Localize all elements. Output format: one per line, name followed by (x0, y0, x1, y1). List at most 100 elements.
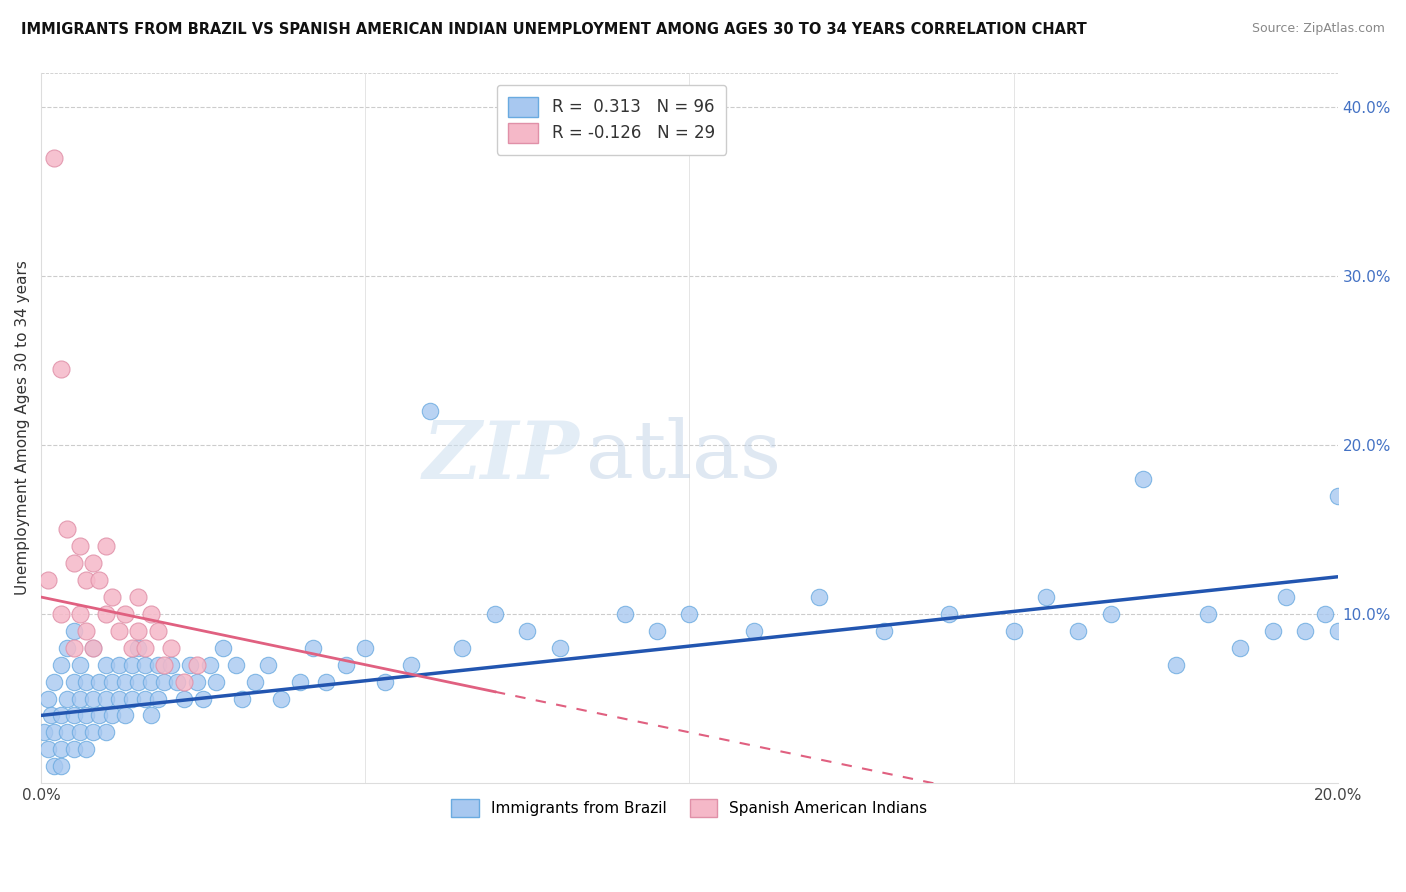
Point (108, 691, 131, 706)
Point (270, 691, 292, 706)
Point (37, 573, 59, 587)
Point (114, 607, 136, 621)
Point (873, 624, 896, 638)
Point (49, 708, 72, 723)
Point (76, 708, 98, 723)
Point (121, 657, 143, 672)
Point (127, 624, 149, 638)
Point (114, 674, 136, 689)
Point (141, 674, 163, 689)
Point (166, 674, 188, 689)
Point (89, 708, 111, 723)
Point (49, 657, 72, 672)
Point (938, 607, 960, 621)
Point (1197, 607, 1219, 621)
Point (82, 640, 104, 655)
Point (108, 624, 131, 638)
Point (1067, 624, 1090, 638)
Point (548, 640, 571, 655)
Point (419, 404, 441, 418)
Point (742, 624, 765, 638)
Point (94, 691, 117, 706)
Point (1313, 607, 1336, 621)
Point (335, 657, 357, 672)
Point (1294, 624, 1316, 638)
Point (484, 607, 506, 621)
Point (89, 674, 111, 689)
Text: IMMIGRANTS FROM BRAZIL VS SPANISH AMERICAN INDIAN UNEMPLOYMENT AMONG AGES 30 TO : IMMIGRANTS FROM BRAZIL VS SPANISH AMERIC… (21, 22, 1087, 37)
Text: atlas: atlas (586, 417, 780, 495)
Point (101, 590, 124, 604)
Point (39, 708, 62, 723)
Point (76, 742, 98, 756)
Point (94, 540, 117, 554)
Point (42, 725, 65, 739)
Point (69, 725, 91, 739)
Point (257, 657, 280, 672)
Point (42, 674, 65, 689)
Point (146, 624, 169, 638)
Point (290, 674, 312, 689)
Point (82, 725, 104, 739)
Point (186, 674, 208, 689)
Point (94, 607, 117, 621)
Point (141, 607, 163, 621)
Point (82, 691, 104, 706)
Point (1261, 624, 1284, 638)
Point (211, 640, 233, 655)
Point (516, 624, 538, 638)
Point (231, 691, 253, 706)
Point (374, 674, 396, 689)
Legend: Immigrants from Brazil, Spanish American Indians: Immigrants from Brazil, Spanish American… (444, 791, 935, 825)
Point (1229, 640, 1251, 655)
Point (121, 691, 143, 706)
Point (243, 674, 266, 689)
Point (69, 540, 91, 554)
Point (146, 657, 169, 672)
Point (153, 674, 176, 689)
Point (205, 674, 228, 689)
Point (114, 708, 136, 723)
Point (76, 674, 98, 689)
Text: Source: ZipAtlas.com: Source: ZipAtlas.com (1251, 22, 1385, 36)
Point (37, 742, 59, 756)
Point (76, 573, 98, 587)
Point (94, 725, 117, 739)
Text: ZIP: ZIP (422, 417, 579, 495)
Point (49, 742, 72, 756)
Point (678, 607, 700, 621)
Point (315, 674, 337, 689)
Point (62, 742, 84, 756)
Point (1035, 590, 1057, 604)
Point (62, 708, 84, 723)
Point (82, 556, 104, 570)
Point (179, 657, 201, 672)
Point (127, 640, 149, 655)
Point (89, 573, 111, 587)
Point (108, 657, 131, 672)
Point (101, 708, 124, 723)
Point (62, 624, 84, 638)
Point (56, 640, 79, 655)
Point (94, 657, 117, 672)
Point (62, 674, 84, 689)
Point (101, 674, 124, 689)
Point (1326, 489, 1348, 503)
Point (354, 640, 377, 655)
Point (193, 691, 215, 706)
Point (76, 624, 98, 638)
Point (42, 151, 65, 165)
Point (1274, 590, 1296, 604)
Point (399, 657, 422, 672)
Point (645, 624, 668, 638)
Point (82, 640, 104, 655)
Point (69, 691, 91, 706)
Point (1164, 657, 1187, 672)
Point (173, 691, 195, 706)
Point (69, 607, 91, 621)
Point (198, 657, 221, 672)
Point (56, 691, 79, 706)
Point (159, 657, 181, 672)
Y-axis label: Unemployment Among Ages 30 to 34 years: Unemployment Among Ages 30 to 34 years (15, 260, 30, 596)
Point (49, 361, 72, 376)
